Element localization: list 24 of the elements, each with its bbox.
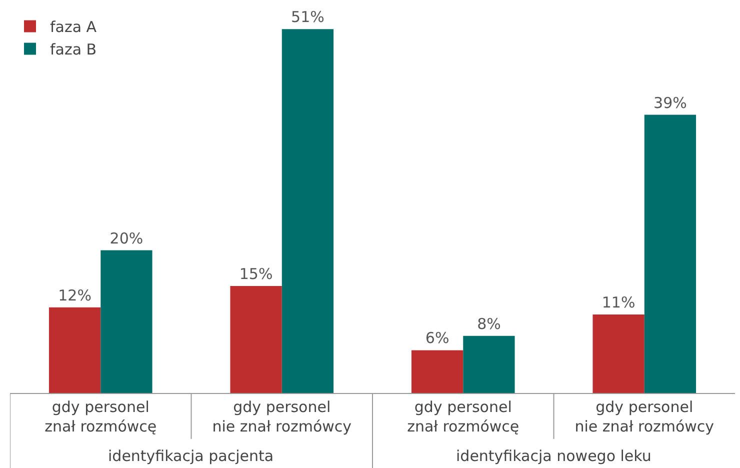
x-tick-label: gdy personel nie znał rozmówcy xyxy=(574,398,714,436)
bar xyxy=(230,286,282,393)
bar xyxy=(282,29,334,393)
data-label: 12% xyxy=(58,286,92,304)
bar xyxy=(644,114,696,393)
data-label: 51% xyxy=(291,8,324,26)
text: identyfikacja pacjenta xyxy=(108,447,274,465)
data-label: 6% xyxy=(425,329,450,348)
bar xyxy=(100,250,152,393)
data-label: 15% xyxy=(239,264,273,283)
x-tick-label: gdy personel nie znał rozmówcy xyxy=(212,398,352,436)
data-label: 20% xyxy=(110,229,144,248)
bar xyxy=(463,336,515,393)
data-label: 39% xyxy=(654,94,687,112)
x-tick-label: gdy personel znał rozmówcę xyxy=(407,398,520,436)
text: identyfikacja nowego leku xyxy=(456,447,652,465)
legend-label: faza A xyxy=(50,18,98,36)
legend-label: faza B xyxy=(50,40,97,59)
bar xyxy=(592,314,644,393)
bar xyxy=(411,350,464,393)
data-label: 8% xyxy=(477,314,501,333)
x-tick-label: gdy personel znał rozmówcę xyxy=(44,398,157,436)
bar xyxy=(48,307,101,393)
data-label: 11% xyxy=(602,294,636,312)
